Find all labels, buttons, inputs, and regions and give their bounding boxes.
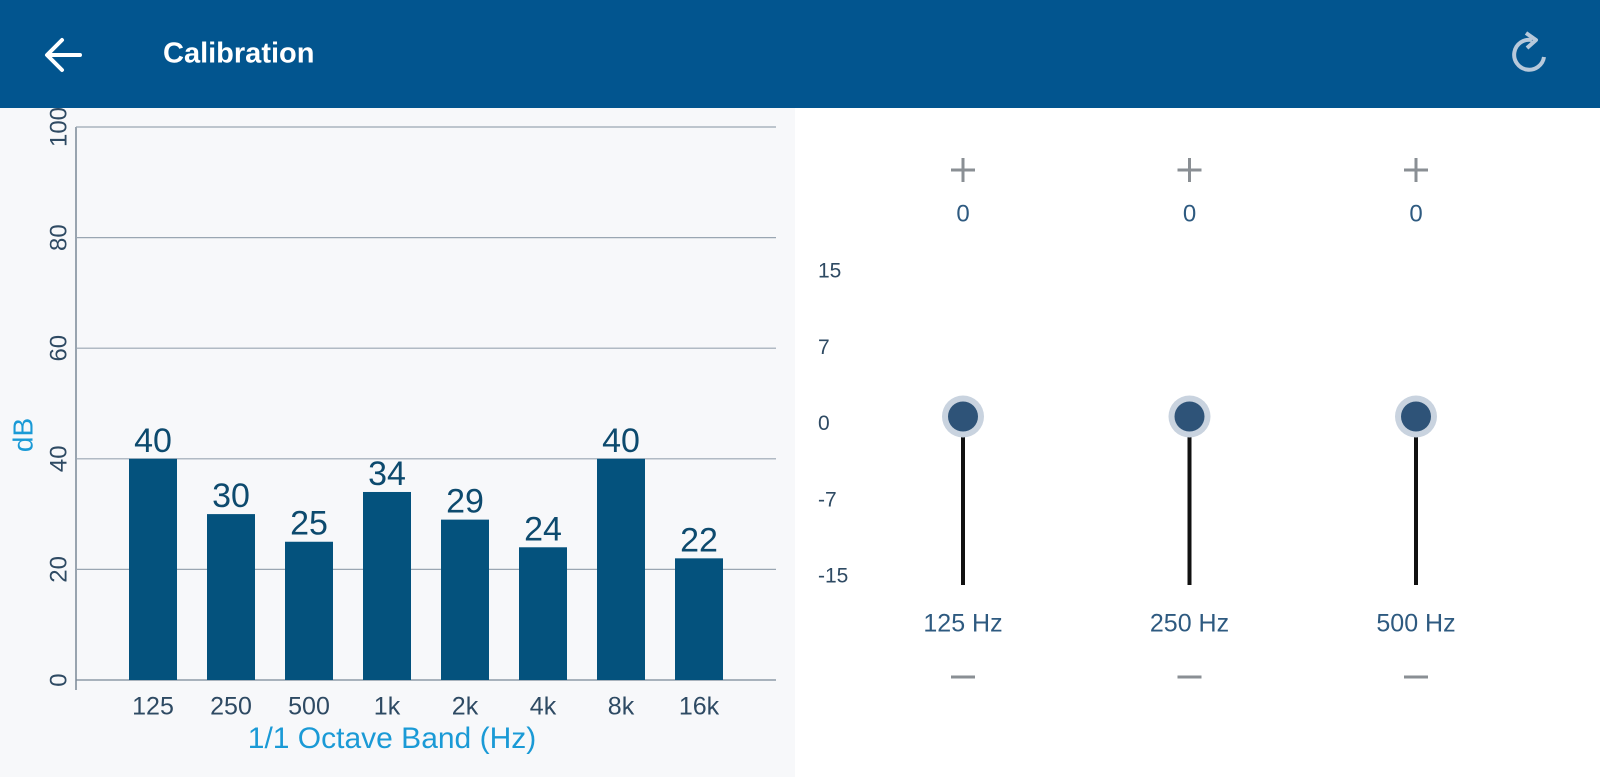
slider-scale-label: 7 (818, 336, 830, 359)
value-label: 40 (134, 422, 172, 460)
bar (597, 458, 645, 680)
bar (441, 519, 489, 680)
slider-scale-label: -15 (818, 565, 848, 588)
x-axis-label: 1/1 Octave Band (Hz) (248, 722, 536, 755)
x-tick-label: 8k (608, 693, 635, 721)
y-tick-label: 20 (45, 556, 72, 583)
slider-value: 0 (956, 200, 969, 227)
value-label: 40 (602, 422, 640, 460)
value-label: 29 (446, 483, 484, 521)
slider-value: 0 (1409, 200, 1422, 227)
value-label: 34 (368, 455, 406, 493)
slider-band-label: 500 Hz (1376, 610, 1455, 638)
plus-button[interactable] (1177, 158, 1202, 182)
plus-button[interactable] (951, 158, 975, 182)
slider-scale-label: 0 (818, 412, 830, 435)
y-tick-label: 80 (45, 224, 72, 251)
x-tick-label: 250 (210, 693, 252, 721)
bar (675, 558, 723, 680)
bar (519, 547, 567, 680)
back-button[interactable] (45, 38, 82, 72)
slider-band-label: 250 Hz (1150, 610, 1229, 638)
y-tick-label: 0 (45, 673, 72, 686)
slider-knob[interactable] (1401, 401, 1431, 432)
x-tick-label: 1k (374, 693, 401, 721)
x-tick-label: 4k (530, 693, 557, 721)
reset-button[interactable] (1512, 31, 1546, 72)
plus-button[interactable] (1404, 158, 1428, 182)
slider-scale-label: -7 (818, 488, 837, 511)
app-title: Calibration (163, 38, 314, 70)
value-label: 30 (212, 477, 250, 515)
x-tick-label: 500 (288, 693, 330, 721)
app-bar (0, 0, 1600, 108)
slider-knob[interactable] (948, 401, 978, 432)
x-tick-label: 16k (679, 693, 720, 721)
slider-band-label: 125 Hz (923, 610, 1002, 638)
bar (285, 541, 333, 680)
x-tick-label: 2k (452, 693, 479, 721)
slider-value: 0 (1183, 200, 1196, 227)
y-tick-label: 40 (45, 445, 72, 472)
slider-scale-label: 15 (818, 260, 841, 283)
y-axis-label: dB (7, 418, 38, 452)
bar (363, 491, 411, 680)
value-label: 24 (524, 510, 562, 548)
slider-knob[interactable] (1174, 401, 1205, 432)
bar (207, 514, 255, 680)
y-tick-label: 60 (45, 335, 72, 362)
bar (129, 458, 177, 680)
value-label: 25 (290, 505, 328, 543)
y-tick-label: 100 (45, 107, 72, 147)
value-label: 22 (680, 521, 718, 559)
x-tick-label: 125 (132, 693, 174, 721)
